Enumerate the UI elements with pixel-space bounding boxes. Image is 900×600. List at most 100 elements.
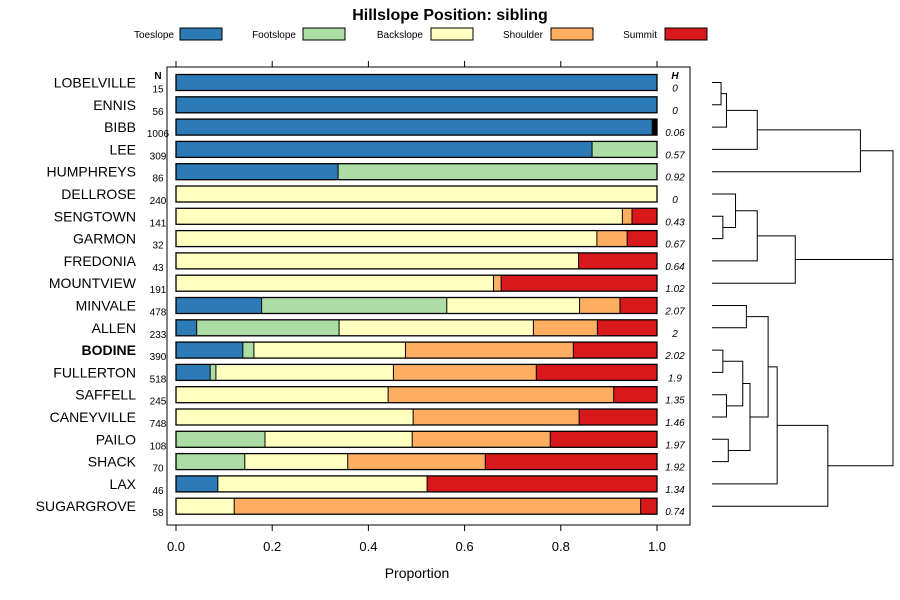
bar-segment-caneyville-backslope [176, 409, 414, 425]
dendrogram-link [722, 360, 744, 407]
row-label-humphreys: HUMPHREYS [47, 164, 136, 180]
h-value-pailo: 1.97 [665, 440, 685, 451]
bar-outline-fullerton [175, 363, 658, 382]
legend-label-shoulder: Shoulder [503, 30, 544, 41]
bar-outline-dellrose [175, 185, 658, 203]
dendrogram-link [712, 215, 724, 240]
row-label-caneyville: CANEYVILLE [50, 409, 136, 425]
bar-segment-fredonia-backslope [176, 252, 579, 269]
bar-segment-pailo-shoulder [412, 431, 551, 448]
bar-outline-mountview [175, 274, 658, 292]
dendrogram-link [728, 383, 751, 451]
bar-outline-saffell [175, 386, 658, 404]
bar-segment-mountview-summit [501, 275, 657, 292]
n-value-allen: 233 [150, 330, 167, 341]
bar-segment-humphreys-footslope [338, 163, 657, 180]
bar-segment-caneyville-summit [579, 409, 657, 425]
plot-frame [166, 66, 691, 526]
bar-segment-saffell-summit [613, 386, 657, 403]
bar-segment-shack-summit [485, 453, 657, 470]
n-value-humphreys: 86 [152, 174, 164, 185]
legend-swatch-shoulder [550, 27, 594, 41]
bar-segment-allen-summit [597, 319, 657, 336]
row-label-minvale: MINVALE [76, 298, 136, 314]
bar-segment-allen-backslope [339, 319, 534, 336]
n-value-bodine: 390 [150, 352, 167, 363]
row-label-sugargrove: SUGARGROVE [36, 498, 136, 514]
x-tick-label: 0.2 [263, 539, 281, 554]
h-value-fullerton: 1.9 [668, 373, 682, 384]
bar-segment-lobelville-toeslope [176, 74, 657, 91]
bar-segment-bodine-summit [573, 342, 657, 359]
x-tick-label: 1.0 [648, 539, 666, 554]
bar-segment-garmon-shoulder [596, 230, 628, 247]
row-label-fullerton: FULLERTON [53, 364, 136, 380]
bar-outline-caneyville [175, 408, 658, 426]
n-value-caneyville: 748 [150, 419, 167, 430]
dendrogram-link [712, 394, 727, 418]
dendrogram-link [860, 150, 894, 363]
n-value-lee: 309 [150, 151, 167, 162]
bar-outline-humphreys [175, 163, 658, 181]
n-value-fredonia: 43 [152, 263, 164, 274]
n-value-shack: 70 [152, 464, 164, 475]
bar-outline-garmon [175, 229, 658, 248]
row-label-bodine: BODINE [82, 342, 136, 358]
h-value-lobelville: 0 [672, 84, 678, 95]
dendrogram-link [712, 109, 758, 150]
bar-segment-garmon-summit [627, 230, 657, 247]
dendrogram-link [712, 424, 829, 507]
row-label-garmon: GARMON [73, 231, 136, 247]
bar-segment-bodine-shoulder [405, 342, 574, 359]
bar-segment-lee-toeslope [176, 141, 593, 158]
bar-segment-lax-toeslope [176, 475, 218, 492]
h-value-dellrose: 0 [672, 195, 678, 206]
bar-segment-sugargrove-shoulder [234, 498, 641, 515]
n-value-mountview: 191 [150, 285, 167, 296]
bar-segment-fullerton-toeslope [176, 364, 211, 381]
dendrogram-link [712, 235, 796, 284]
n-column-header: N [154, 71, 161, 82]
n-value-minvale: 478 [150, 308, 167, 319]
bar-segment-minvale-summit [619, 297, 657, 314]
h-value-sugargrove: 0.74 [665, 507, 685, 518]
legend-label-backslope: Backslope [377, 30, 424, 41]
bar-segment-humphreys-toeslope [176, 163, 339, 180]
legend-swatch-backslope [430, 27, 474, 41]
bar-segment-bodine-backslope [253, 342, 406, 359]
legend-label-toeslope: Toeslope [134, 30, 174, 41]
h-value-bodine: 2.02 [664, 351, 685, 362]
h-value-lax: 1.34 [665, 485, 685, 496]
row-label-saffell: SAFFELL [75, 387, 136, 403]
n-value-garmon: 32 [152, 241, 164, 252]
bar-segment-bodine-toeslope [176, 342, 243, 359]
bar-outline-minvale [175, 296, 658, 315]
bar-segment-saffell-shoulder [388, 386, 614, 403]
row-label-sengtown: SENGTOWN [54, 208, 136, 224]
bar-segment-shack-footslope [176, 453, 245, 470]
bar-segment-fullerton-shoulder [393, 364, 537, 381]
row-label-bibb: BIBB [104, 119, 136, 135]
h-value-sengtown: 0.43 [665, 217, 685, 228]
row-label-mountview: MOUNTVIEW [49, 275, 137, 291]
h-column-header: H [671, 71, 679, 82]
n-value-sugargrove: 58 [152, 508, 164, 519]
bar-segment-sengtown-summit [631, 208, 657, 225]
bar-segment-bodine-footslope [242, 342, 254, 359]
h-value-minvale: 2.07 [664, 307, 685, 318]
bar-segment-ennis-toeslope [176, 96, 657, 113]
bar-outline-bodine [175, 341, 658, 359]
bar-outline-allen [175, 319, 658, 337]
bar-outline-sengtown [175, 207, 658, 225]
x-tick-label: 0.8 [552, 539, 570, 554]
bar-segment-lax-backslope [217, 475, 428, 492]
dendrogram-link [712, 210, 758, 262]
bar-segment-caneyville-shoulder [413, 409, 580, 425]
bar-outline-pailo [175, 430, 658, 448]
bar-segment-bibb-other [652, 119, 657, 136]
bar-segment-shack-shoulder [347, 453, 486, 470]
n-value-sengtown: 141 [150, 218, 167, 229]
legend: Toeslope Footslope Backslope Shoulder Summit [134, 27, 708, 41]
row-label-lax: LAX [110, 476, 137, 492]
